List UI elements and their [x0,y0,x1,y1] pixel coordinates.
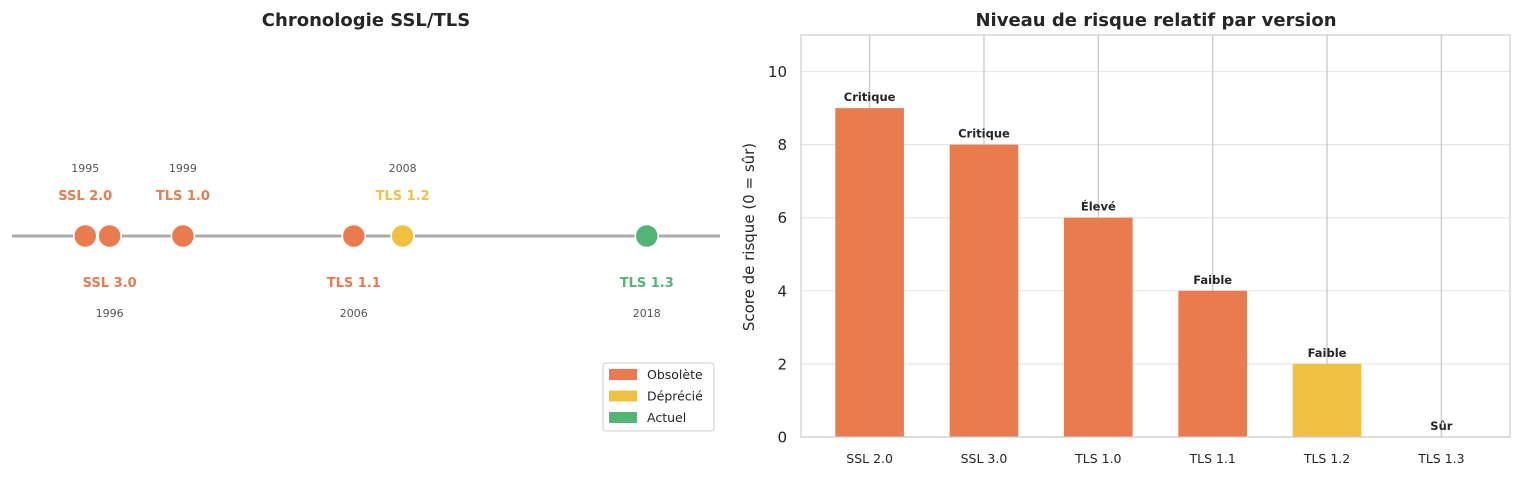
timeline-version-label: TLS 1.2 [376,189,430,204]
bar-gridlines [801,35,1510,438]
legend-label: Déprécié [647,389,703,404]
x-tick-label: TLS 1.2 [1303,451,1350,466]
x-tick-label: TLS 1.1 [1188,451,1235,466]
timeline-points: SSL 2.0 1995 SSL 3.0 1996 TLS 1.0 1999 TLS 1.1… [58,162,674,320]
x-axis-ticks: SSL 2.0 SSL 3.0 TLS 1.0 TLS 1.1 TLS 1.2 TLS 1… [846,451,1464,466]
legend-label: Obsolète [647,367,703,382]
timeline-version-label: SSL 2.0 [58,189,112,204]
bar [1178,290,1247,437]
bar-series [835,108,1362,438]
x-tick-label: TLS 1.3 [1417,451,1464,466]
legend-swatch [609,412,637,423]
y-tick-label: 2 [777,355,787,373]
timeline-version-label: TLS 1.3 [620,276,674,291]
timeline-point: SSL 3.0 1996 [83,223,137,320]
legend-entry: Obsolète [609,367,703,382]
x-tick-label: SSL 2.0 [846,451,893,466]
bar [1292,363,1362,437]
plot-frame [800,34,1511,438]
bar-value-labels: Critique Critique Élevé Faible Faible Sûr [844,90,1453,433]
timeline-year-label: 1999 [169,162,197,175]
timeline-version-label: TLS 1.0 [156,189,210,204]
risk-bar-chart: Niveau de risque relatif par version Cri… [740,10,1511,466]
timeline-year-label: 1996 [96,307,124,320]
bar-value-label: Faible [1193,273,1232,287]
timeline-marker [390,223,415,249]
y-tick-label: 10 [768,63,787,81]
x-tick-label: TLS 1.0 [1074,451,1121,466]
legend-swatch [609,369,637,380]
bar-value-label: Critique [958,127,1010,141]
bar [949,144,1019,438]
bar-value-label: Critique [844,90,896,104]
timeline-year-label: 2008 [389,162,417,175]
x-tick-label: SSL 3.0 [961,451,1008,466]
timeline-point: TLS 1.2 2008 [376,162,430,249]
bar-chart-title: Niveau de risque relatif par version [975,10,1336,31]
timeline-marker [72,223,98,249]
legend-entry: Actuel [609,410,686,425]
legend-swatch [609,390,637,402]
timeline-version-label: TLS 1.1 [327,276,381,291]
timeline-title: Chronologie SSL/TLS [262,10,470,31]
bar-value-label: Faible [1308,346,1347,360]
timeline-marker [170,223,196,249]
bar-value-label: Sûr [1430,419,1452,433]
timeline-version-label: SSL 3.0 [83,276,137,291]
legend-label: Actuel [647,410,686,425]
timeline-marker [634,223,660,249]
y-tick-label: 0 [777,429,787,447]
timeline-point: SSL 2.0 1995 [58,162,112,249]
bar-value-label: Élevé [1081,199,1116,214]
bar [835,108,904,437]
legend: Obsolète Déprécié Actuel [602,362,715,432]
timeline-year-label: 2006 [340,307,368,320]
timeline-year-label: 1995 [71,162,99,175]
y-tick-label: 4 [777,282,787,300]
timeline-year-label: 2018 [633,307,661,320]
bar [1064,217,1133,437]
timeline-chart: Chronologie SSL/TLS SSL 2.0 1995 SSL 3.0 19… [12,10,720,432]
y-axis-label: Score de risque (0 = sûr) [740,143,758,331]
legend-entry: Déprécié [609,389,703,404]
y-axis-ticks: 0 2 4 6 8 10 [768,63,787,446]
y-tick-label: 6 [777,209,787,227]
timeline-marker [341,223,367,249]
y-tick-label: 8 [777,136,787,154]
timeline-point: TLS 1.3 2018 [620,223,674,320]
timeline-marker [97,223,122,249]
timeline-point: TLS 1.0 1999 [156,162,210,249]
timeline-point: TLS 1.1 2006 [327,223,381,320]
